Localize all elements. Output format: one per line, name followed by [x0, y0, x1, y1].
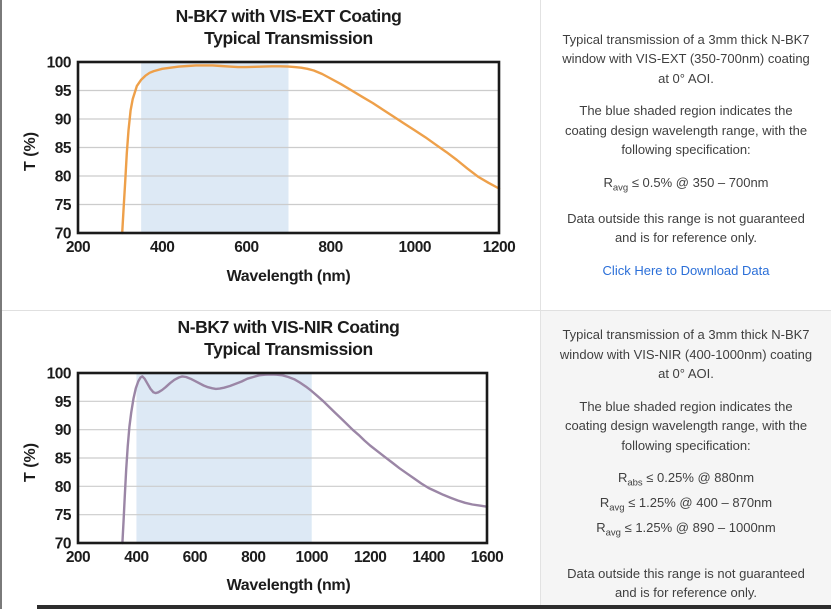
y-tick-label: 70	[55, 536, 71, 553]
specification-list: Ravg ≤ 0.5% @ 350 – 700nm	[603, 173, 768, 196]
x-tick-label: 1400	[412, 549, 444, 566]
y-tick-label: 85	[55, 451, 72, 468]
y-tick-label: 95	[55, 83, 72, 100]
x-tick-label: 1200	[354, 549, 386, 566]
row-vis-nir: N-BK7 with VIS-NIR Coating Typical Trans…	[2, 310, 831, 609]
disclaimer-paragraph: Data outside this range is not guarantee…	[567, 210, 805, 246]
spec-line: Rabs ≤ 0.25% @ 880nm	[617, 470, 755, 489]
chart-title: N-BK7 with VIS-EXT Coating Typical Trans…	[78, 5, 499, 49]
chart-title-line2: Typical Transmission	[204, 28, 373, 48]
spec-line: Ravg ≤ 0.5% @ 350 – 700nm	[603, 174, 769, 194]
chart-title-line1: N-BK7 with VIS-EXT Coating	[175, 6, 402, 26]
x-tick-label: 1000	[295, 549, 327, 566]
spec-line: Ravg ≤ 1.25% @ 400 – 870nm	[599, 494, 773, 514]
chart-title-line1: N-BK7 with VIS-NIR Coating	[177, 317, 400, 337]
x-axis-label: Wavelength (nm)	[226, 577, 351, 594]
row-vis-ext: N-BK7 with VIS-EXT Coating Typical Trans…	[2, 0, 831, 310]
description-paragraph: Typical transmission of a 3mm thick N-BK…	[559, 327, 813, 381]
chart-title-line2: Typical Transmission	[204, 339, 373, 359]
y-axis-label: T (%)	[22, 131, 39, 171]
y-tick-label: 75	[55, 507, 72, 524]
x-tick-label: 200	[66, 239, 90, 256]
y-tick-label: 95	[55, 394, 72, 411]
y-tick-label: 85	[55, 140, 72, 157]
x-tick-label: 1200	[483, 239, 515, 256]
transmission-curve	[121, 373, 489, 545]
chart-vis-ext: N-BK7 with VIS-EXT Coating Typical Trans…	[2, 0, 540, 310]
x-tick-label: 1600	[471, 549, 503, 566]
x-tick-label: 800	[318, 239, 342, 256]
transmission-plot-vis-nir: 70 75 80 85 90 95 100 200 400 600 800 1000 1200 1400 1…	[47, 366, 504, 567]
shaded-region-paragraph: The blue shaded region indicates the coa…	[564, 103, 808, 158]
y-tick-label: 75	[55, 197, 72, 214]
x-tick-label: 400	[124, 549, 148, 566]
download-data-link[interactable]: Click Here to Download Data	[602, 262, 770, 278]
description-panel-vis-nir: Typical transmission of a 3mm thick N-BK…	[540, 311, 831, 609]
transmission-curve	[120, 64, 501, 235]
y-tick-label: 80	[55, 169, 71, 186]
description-panel-vis-ext: Typical transmission of a 3mm thick N-BK…	[540, 0, 831, 310]
y-tick-label: 100	[47, 55, 71, 72]
x-tick-label: 800	[241, 549, 265, 566]
x-axis-label: Wavelength (nm)	[226, 268, 351, 285]
x-tick-label: 1000	[399, 239, 431, 256]
x-tick-label: 600	[183, 549, 207, 566]
spec-line: Ravg ≤ 1.25% @ 890 – 1000nm	[596, 519, 776, 539]
y-tick-label: 90	[55, 422, 71, 439]
plot-frame	[76, 371, 489, 545]
disclaimer-paragraph: Data outside this range is not guarantee…	[567, 565, 805, 601]
chart-vis-nir: N-BK7 with VIS-NIR Coating Typical Trans…	[2, 311, 540, 609]
y-tick-label: 90	[55, 112, 71, 129]
plot-frame	[76, 60, 501, 235]
chart-title: N-BK7 with VIS-NIR Coating Typical Trans…	[78, 316, 499, 360]
transmission-plot-vis-ext: 70 75 80 85 90 95 100 200 400 600 800 1000 1200	[47, 55, 516, 257]
y-tick-label: 70	[55, 226, 71, 243]
x-tick-label: 400	[150, 239, 174, 256]
specification-list: Rabs ≤ 0.25% @ 880nm Ravg ≤ 1.25% @ 400 –…	[596, 468, 775, 541]
x-tick-label: 600	[234, 239, 258, 256]
next-section-edge	[37, 605, 831, 609]
description-paragraph: Typical transmission of a 3mm thick N-BK…	[562, 31, 810, 86]
shaded-region-paragraph: The blue shaded region indicates the coa…	[564, 398, 808, 453]
y-axis-label: T (%)	[22, 442, 39, 482]
x-tick-label: 200	[66, 549, 90, 566]
y-tick-label: 80	[55, 479, 71, 496]
y-tick-label: 100	[47, 366, 71, 383]
